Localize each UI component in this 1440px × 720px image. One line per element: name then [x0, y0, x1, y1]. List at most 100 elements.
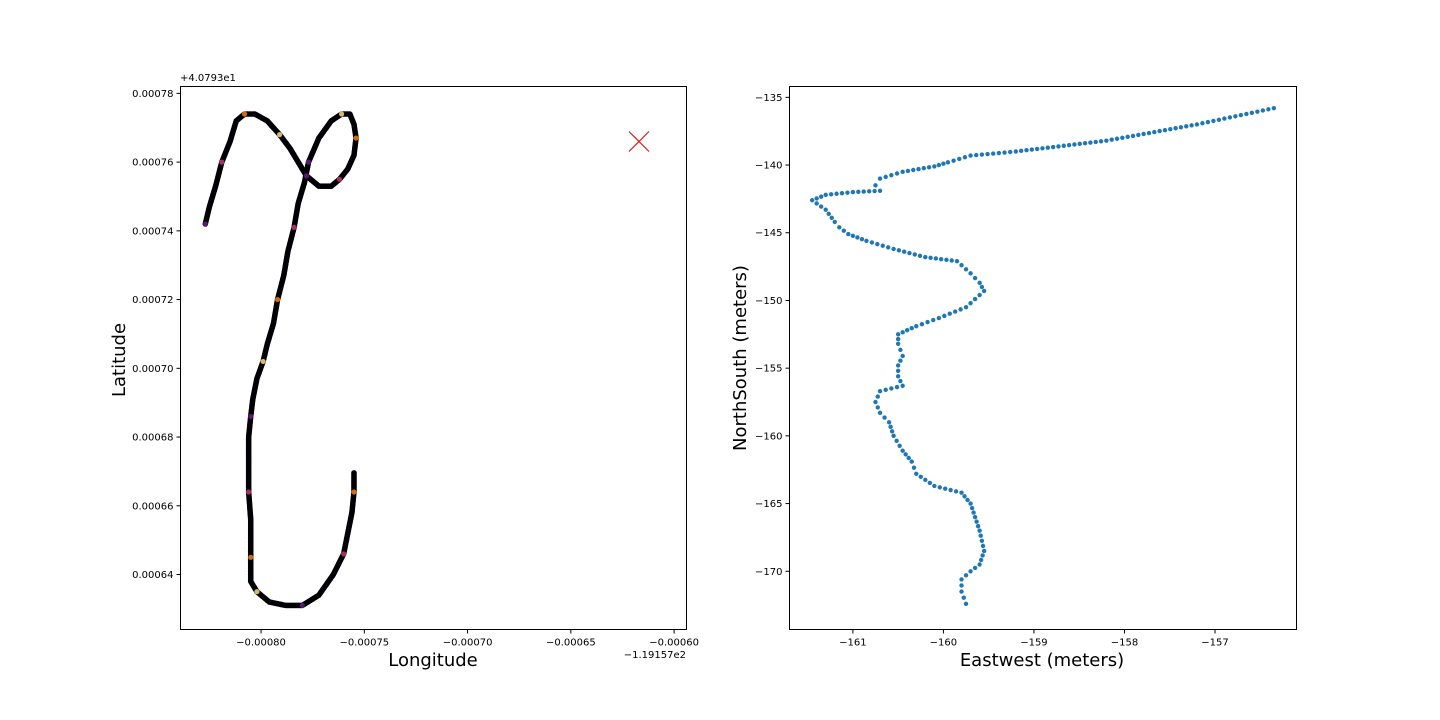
path-point: [968, 153, 973, 158]
path-point: [904, 328, 910, 333]
path-point: [1034, 146, 1040, 152]
path-point: [1098, 139, 1104, 144]
path-point: [1136, 132, 1141, 138]
path-point: [1141, 131, 1146, 137]
path-point: [919, 321, 925, 327]
track-point-accent: [336, 176, 343, 182]
path-point: [895, 374, 901, 379]
path-point: [894, 384, 900, 390]
left-x-tick-label: −0.00065: [546, 638, 596, 649]
right-x-axis-label: Eastwest (meters): [960, 650, 1124, 671]
path-point: [900, 330, 905, 335]
path-point: [895, 336, 901, 342]
path-point: [972, 565, 978, 571]
path-point: [1072, 142, 1077, 147]
path-point: [1211, 118, 1216, 124]
path-point: [891, 246, 896, 252]
track-point-accent: [291, 224, 297, 231]
path-point: [959, 577, 964, 582]
path-point: [1244, 111, 1249, 117]
track-point: [351, 470, 357, 476]
path-point: [938, 256, 944, 262]
path-point: [963, 601, 969, 606]
path-point: [900, 383, 905, 388]
path-point: [975, 523, 981, 529]
path-point: [841, 228, 847, 233]
path-point: [931, 317, 936, 323]
path-point: [954, 258, 960, 264]
path-point: [886, 420, 892, 425]
left-y-tick-label: 0.00076: [132, 158, 173, 169]
path-point: [968, 569, 973, 574]
path-point: [861, 189, 866, 194]
left-y-tick-label: 0.00064: [132, 570, 173, 581]
path-point: [961, 595, 966, 600]
left-x-offset-text: −1.19157e2: [624, 650, 686, 661]
path-point: [957, 156, 962, 162]
path-point: [991, 151, 996, 156]
gps-track: [202, 111, 359, 609]
right-plot: −161 −160 −159 −158 −157 −135 −140 −145 −150 −155…: [730, 86, 1297, 671]
path-point: [958, 307, 963, 312]
path-point: [914, 471, 919, 476]
path-point: [1260, 108, 1266, 113]
track-point-accent: [202, 221, 208, 227]
track-point-accent: [246, 489, 252, 495]
path-point: [962, 494, 967, 499]
path-point: [959, 583, 964, 588]
right-y-tick-label: −150: [755, 296, 782, 307]
path-point: [1050, 144, 1056, 150]
path-point: [951, 158, 956, 163]
path-point: [1045, 145, 1050, 150]
left-y-offset-text: +4.0793e1: [180, 73, 236, 84]
path-point: [869, 240, 875, 245]
path-point: [875, 394, 880, 399]
path-point: [977, 562, 982, 567]
right-y-axis-label: NorthSouth (meters): [730, 265, 751, 451]
track-point-accent: [351, 489, 357, 495]
path-point: [969, 505, 975, 511]
path-point: [962, 155, 968, 160]
track-point-accent: [299, 602, 305, 609]
path-point: [818, 194, 824, 199]
track-point-accent: [353, 135, 359, 141]
right-y-tick-label: −140: [755, 161, 782, 172]
path-point: [979, 284, 985, 290]
path-point: [1173, 126, 1178, 131]
path-point: [875, 405, 880, 410]
path-point: [818, 204, 824, 209]
path-point: [828, 192, 834, 197]
path-point: [927, 480, 933, 486]
left-x-axis-label: Longitude: [388, 650, 478, 671]
left-y-tick-label: 0.00078: [132, 89, 173, 100]
path-point: [850, 189, 856, 195]
path-point: [985, 151, 990, 157]
path-point: [943, 486, 948, 491]
path-point: [949, 258, 954, 263]
left-plot: −0.00080 −0.00075 −0.00070 −0.00065 −0.00060…: [109, 73, 699, 671]
path-point: [903, 452, 908, 457]
right-x-tick-label: −157: [1201, 638, 1228, 649]
path-point: [895, 332, 901, 337]
track-point-accent: [338, 111, 345, 117]
left-y-tick-label: 0.00068: [132, 433, 173, 444]
path-point: [1056, 144, 1061, 149]
path-point: [829, 215, 834, 221]
path-point: [1238, 112, 1244, 118]
path-point: [963, 305, 969, 310]
path-point: [942, 313, 947, 319]
path-point: [981, 288, 987, 294]
path-point: [1168, 126, 1173, 132]
path-point: [877, 410, 883, 416]
path-point: [823, 207, 828, 212]
path-point: [1024, 148, 1029, 153]
left-plot-ticks: −0.00080 −0.00075 −0.00070 −0.00065 −0.00060…: [132, 89, 699, 649]
path-point: [898, 378, 903, 384]
target-marker: [628, 131, 650, 152]
path-point: [917, 253, 923, 258]
path-point: [1233, 114, 1238, 119]
path-point: [1088, 140, 1093, 145]
path-point: [889, 172, 894, 178]
path-point: [883, 174, 888, 180]
track-point-accent: [260, 358, 266, 365]
